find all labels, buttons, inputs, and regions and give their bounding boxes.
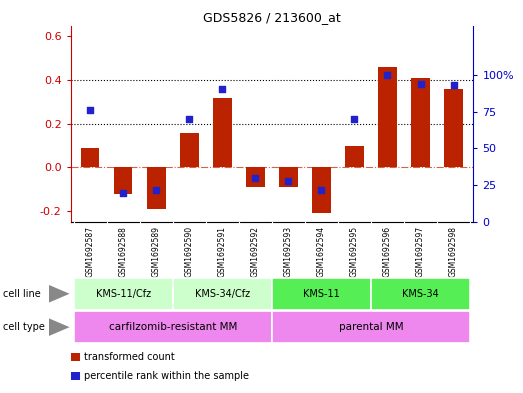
Text: transformed count: transformed count <box>84 352 175 362</box>
Bar <box>213 97 232 167</box>
Text: GSM1692597: GSM1692597 <box>416 226 425 277</box>
Point <box>317 186 326 193</box>
Text: percentile rank within the sample: percentile rank within the sample <box>84 371 248 381</box>
Bar <box>147 167 165 209</box>
Text: GSM1692588: GSM1692588 <box>119 226 128 277</box>
Text: cell type: cell type <box>3 322 44 332</box>
Bar <box>379 67 396 167</box>
Text: cell line: cell line <box>3 289 40 299</box>
Text: GSM1692589: GSM1692589 <box>152 226 161 277</box>
Text: GSM1692598: GSM1692598 <box>449 226 458 277</box>
Bar <box>371 278 470 310</box>
Point <box>152 186 161 193</box>
Point <box>86 107 95 113</box>
Text: GSM1692595: GSM1692595 <box>350 226 359 277</box>
Point <box>383 72 392 78</box>
Bar <box>173 278 272 310</box>
Text: GSM1692593: GSM1692593 <box>284 226 293 277</box>
Point <box>251 174 259 181</box>
Point <box>350 116 359 122</box>
Bar <box>246 167 265 187</box>
Text: GSM1692591: GSM1692591 <box>218 226 227 277</box>
Text: parental MM: parental MM <box>339 322 403 332</box>
Text: KMS-11: KMS-11 <box>303 289 340 299</box>
Point <box>416 80 425 86</box>
Text: GSM1692596: GSM1692596 <box>383 226 392 277</box>
Point <box>119 189 128 196</box>
Bar <box>312 167 331 213</box>
Text: KMS-11/Cfz: KMS-11/Cfz <box>96 289 151 299</box>
Text: GSM1692587: GSM1692587 <box>86 226 95 277</box>
Text: KMS-34: KMS-34 <box>402 289 439 299</box>
Bar <box>74 311 272 343</box>
Bar <box>180 132 199 167</box>
Point <box>285 178 293 184</box>
Text: GSM1692590: GSM1692590 <box>185 226 194 277</box>
Polygon shape <box>49 285 70 303</box>
Polygon shape <box>49 318 70 336</box>
Bar <box>74 278 173 310</box>
Point <box>185 116 194 122</box>
Bar <box>445 89 462 167</box>
Text: GSM1692592: GSM1692592 <box>251 226 260 277</box>
Point <box>449 82 458 88</box>
Point <box>218 86 226 92</box>
Text: KMS-34/Cfz: KMS-34/Cfz <box>195 289 250 299</box>
Text: GSM1692594: GSM1692594 <box>317 226 326 277</box>
Bar <box>345 146 363 167</box>
Bar <box>115 167 132 194</box>
Text: carfilzomib-resistant MM: carfilzomib-resistant MM <box>109 322 237 332</box>
Title: GDS5826 / 213600_at: GDS5826 / 213600_at <box>203 11 341 24</box>
Bar <box>272 311 470 343</box>
Bar <box>279 167 298 187</box>
Bar <box>412 78 429 167</box>
Bar <box>272 278 371 310</box>
Bar <box>82 148 99 167</box>
